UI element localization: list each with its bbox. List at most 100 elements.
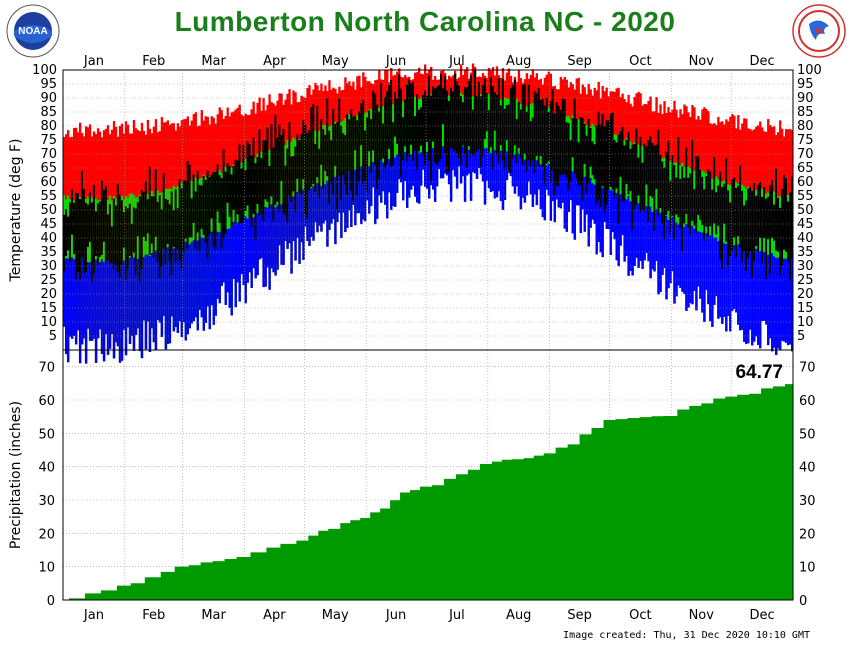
observed-bar: [761, 196, 764, 265]
month-label-top: Jun: [385, 54, 406, 69]
observed-bar: [126, 208, 130, 269]
normal-low-bar: [757, 251, 760, 345]
normal-low-bar: [308, 189, 311, 246]
normal-low-bar: [126, 257, 130, 328]
normal-low-bar: [539, 164, 543, 210]
observed-bar: [491, 86, 495, 170]
observed-bar: [641, 162, 644, 210]
normal-high-bar: [523, 105, 527, 203]
normal-low-bar: [657, 212, 660, 295]
normal-low-bar: [515, 152, 519, 187]
normal-low-bar: [517, 153, 521, 197]
observed-bar: [659, 154, 662, 209]
observed-bar: [316, 105, 319, 178]
observed-bar: [418, 109, 421, 152]
observed-bar: [701, 176, 704, 225]
normal-low-bar: [461, 146, 465, 177]
normal-low-bar: [402, 156, 405, 201]
observed-bar: [398, 74, 401, 156]
normal-low-bar: [661, 216, 664, 275]
normal-low-bar: [372, 162, 375, 188]
normal-low-bar: [272, 207, 275, 273]
observed-bar: [665, 151, 668, 215]
observed-bar: [553, 113, 556, 196]
normal-low-bar: [643, 207, 646, 261]
observed-bar: [70, 189, 74, 235]
observed-bar: [493, 92, 497, 131]
month-label-bottom: Jan: [83, 608, 104, 623]
temperature-tick-label-left: 55: [40, 189, 57, 204]
normal-low-bar: [164, 248, 168, 350]
observed-bar: [250, 155, 253, 228]
observed-bar: [497, 78, 501, 164]
normal-low-bar: [258, 211, 261, 260]
observed-bar: [745, 200, 748, 271]
normal-low-bar: [725, 243, 728, 332]
observed-bar: [481, 84, 485, 157]
normal-low-bar: [529, 158, 533, 195]
observed-bar: [422, 95, 425, 156]
observed-bar: [531, 117, 535, 161]
observed-bar: [204, 180, 207, 243]
normal-low-bar: [408, 155, 411, 198]
observed-bar: [475, 96, 479, 152]
observed-bar: [685, 147, 688, 214]
observed-bar: [471, 109, 475, 155]
observed-bar: [465, 87, 469, 169]
observed-bar: [388, 85, 391, 150]
observed-bar: [290, 156, 293, 202]
normal-high-bar: [493, 100, 497, 199]
observed-bar: [308, 130, 311, 191]
observed-bar: [292, 156, 295, 192]
observed-bar: [611, 112, 614, 190]
observed-bar: [487, 110, 491, 153]
normal-low-bar: [583, 176, 586, 232]
normal-low-bar: [388, 158, 391, 193]
normal-low-bar: [78, 262, 82, 364]
normal-low-bar: [268, 206, 271, 290]
observed-bar: [615, 142, 618, 189]
normal-low-bar: [76, 262, 80, 331]
observed-bar: [116, 183, 120, 272]
observed-bar: [136, 202, 140, 237]
normal-low-bar: [695, 231, 698, 311]
temperature-tick-label-left: 80: [40, 119, 57, 134]
normal-low-bar: [104, 261, 108, 335]
normal-low-bar: [671, 216, 674, 272]
observed-bar: [146, 199, 150, 234]
normal-low-bar: [699, 231, 702, 299]
normal-low-bar: [376, 163, 379, 219]
observed-bar: [238, 144, 241, 224]
normal-low-bar: [649, 206, 652, 279]
normal-low-bar: [264, 206, 267, 287]
normal-low-bar: [220, 229, 223, 286]
normal-low-bar: [739, 244, 742, 331]
observed-bar: [122, 212, 126, 248]
observed-bar: [256, 157, 259, 204]
normal-low-bar: [683, 226, 686, 294]
observed-bar: [585, 135, 588, 194]
observed-bar: [174, 189, 178, 262]
normal-low-bar: [559, 170, 562, 209]
temperature-tick-label-right: 40: [797, 231, 814, 246]
normal-low-bar: [455, 151, 459, 189]
normal-low-bar: [280, 204, 283, 265]
observed-bar: [739, 165, 742, 248]
observed-bar: [264, 139, 267, 200]
normal-low-bar: [605, 186, 608, 229]
observed-bar: [400, 88, 403, 177]
precip-tick-label-right: 60: [799, 394, 816, 409]
normal-low-bar: [84, 259, 88, 364]
observed-bar: [735, 187, 738, 257]
normal-low-bar: [775, 257, 778, 355]
normal-low-bar: [74, 257, 78, 345]
observed-bar: [276, 138, 279, 202]
observed-bar: [767, 196, 770, 240]
precip-tick-label-right: 20: [799, 527, 816, 542]
observed-bar: [461, 102, 465, 146]
normal-low-bar: [679, 221, 682, 288]
observed-bar: [242, 144, 245, 222]
normal-low-bar: [92, 258, 96, 339]
normal-low-bar: [144, 254, 148, 350]
normal-low-bar: [675, 222, 678, 297]
